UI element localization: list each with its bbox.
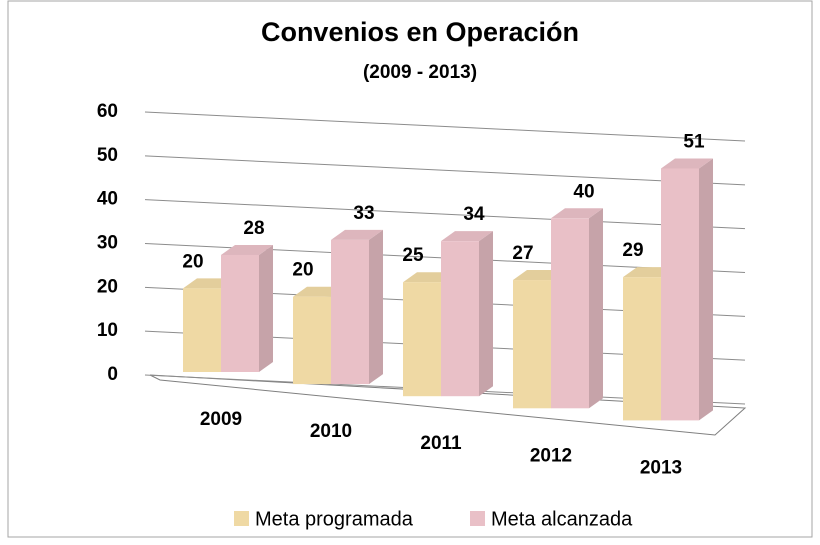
bar <box>221 254 259 372</box>
y-tick-label: 50 <box>97 145 118 166</box>
bar-side <box>589 208 603 409</box>
legend-label: Meta alcanzada <box>491 508 633 530</box>
value-label: 40 <box>573 181 594 202</box>
bar <box>551 218 589 409</box>
value-label: 20 <box>182 251 203 272</box>
bar <box>183 288 221 372</box>
legend-label: Meta programada <box>255 508 414 530</box>
bar-top <box>551 208 603 219</box>
bar <box>441 241 479 397</box>
chart-title: Convenios en Operación <box>261 17 579 47</box>
x-tick-label: 2010 <box>310 421 352 442</box>
bar-top <box>661 158 713 169</box>
bar <box>331 239 369 385</box>
chart-subtitle: (2009 - 2013) <box>363 62 477 83</box>
legend-swatch <box>470 511 485 526</box>
x-tick-label: 2012 <box>530 445 572 466</box>
bar-side <box>259 244 273 372</box>
grid-line <box>144 199 746 230</box>
value-label: 28 <box>243 218 264 239</box>
grid-line <box>144 155 746 186</box>
y-tick-label: 20 <box>97 276 118 297</box>
bar-top <box>331 229 383 240</box>
x-tick-label: 2011 <box>420 433 462 454</box>
y-tick-label: 30 <box>97 233 118 254</box>
x-tick-label: 2009 <box>200 409 242 430</box>
y-tick-label: 40 <box>97 189 118 210</box>
bar <box>661 168 699 421</box>
bar-top <box>441 231 493 242</box>
x-tick-label: 2013 <box>640 457 682 478</box>
bar-side <box>369 229 383 385</box>
y-tick-label: 0 <box>107 364 118 385</box>
grid-line <box>144 111 746 142</box>
y-tick-label: 60 <box>97 101 118 122</box>
value-label: 51 <box>683 131 705 152</box>
bar-side <box>479 231 493 397</box>
bar-side <box>699 158 713 421</box>
value-label: 20 <box>292 260 313 281</box>
bar <box>623 277 661 421</box>
value-label: 33 <box>353 203 374 224</box>
bar <box>293 296 331 385</box>
bar <box>513 280 551 409</box>
bar-top <box>221 244 273 255</box>
value-label: 25 <box>402 245 424 266</box>
value-label: 34 <box>463 204 485 225</box>
y-tick-label: 10 <box>97 320 118 341</box>
value-label: 29 <box>622 240 643 261</box>
bar <box>403 282 441 397</box>
value-label: 27 <box>512 243 533 264</box>
legend-swatch <box>234 511 249 526</box>
